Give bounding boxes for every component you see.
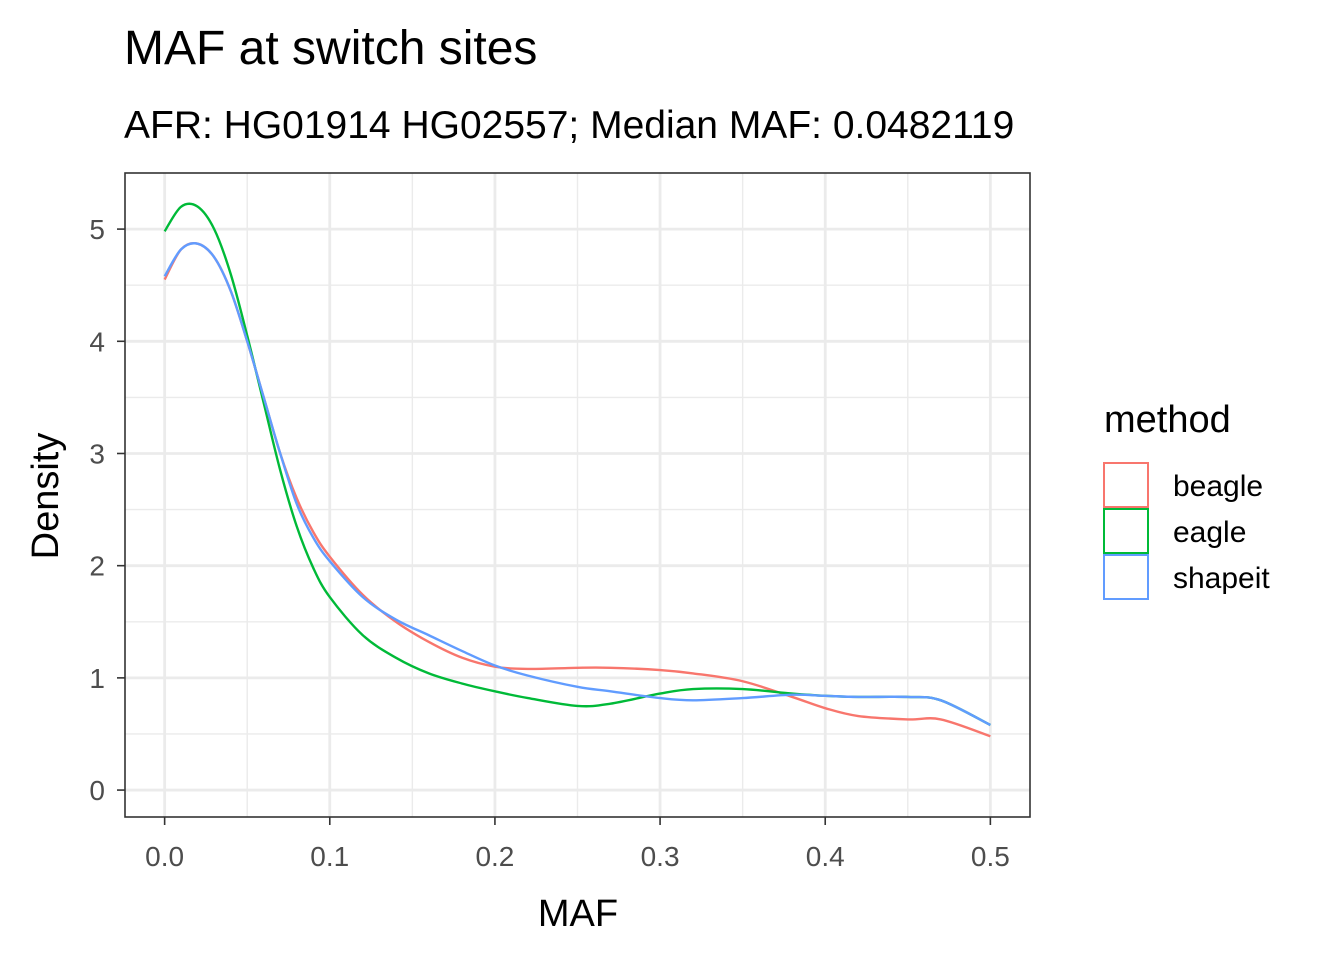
legend-label-beagle: beagle	[1173, 470, 1263, 503]
legend-key-beagle	[1103, 462, 1149, 508]
series-line-shapeit	[163, 242, 991, 727]
y-tick-label: 2	[89, 551, 105, 582]
y-axis-title: Density	[25, 433, 67, 560]
legend-label-shapeit: shapeit	[1173, 562, 1270, 595]
chart-subtitle: AFR: HG01914 HG02557; Median MAF: 0.0482…	[124, 104, 1014, 147]
major-gridlines	[125, 173, 1030, 817]
x-axis-title: MAF	[538, 893, 618, 935]
series-lines	[163, 202, 991, 738]
x-tick-label: 0.4	[806, 841, 845, 872]
legend-key-eagle	[1103, 508, 1149, 554]
y-tick-label: 3	[89, 438, 105, 469]
legend-key-shapeit	[1103, 554, 1149, 600]
legend-label-eagle: eagle	[1173, 516, 1246, 549]
x-tick-label: 0.0	[145, 841, 184, 872]
y-tick-label: 1	[89, 663, 105, 694]
x-tick-label: 0.5	[971, 841, 1010, 872]
y-tick-label: 5	[89, 214, 105, 245]
y-tick-label: 0	[89, 775, 105, 806]
y-axis-ticks: 0 1 2 3 4 5	[89, 214, 125, 806]
x-tick-label: 0.1	[310, 841, 349, 872]
minor-gridlines	[125, 173, 1030, 817]
x-tick-label: 0.2	[475, 841, 514, 872]
panel-border	[124, 172, 1031, 818]
y-tick-label: 4	[89, 326, 105, 357]
chart-title: MAF at switch sites	[124, 22, 537, 75]
x-axis-ticks: 0.0 0.1 0.2 0.3 0.4 0.5	[145, 817, 1010, 872]
x-tick-label: 0.3	[641, 841, 680, 872]
legend-title: method	[1104, 399, 1231, 441]
legend: beagle eagle shapeit	[1103, 462, 1270, 600]
